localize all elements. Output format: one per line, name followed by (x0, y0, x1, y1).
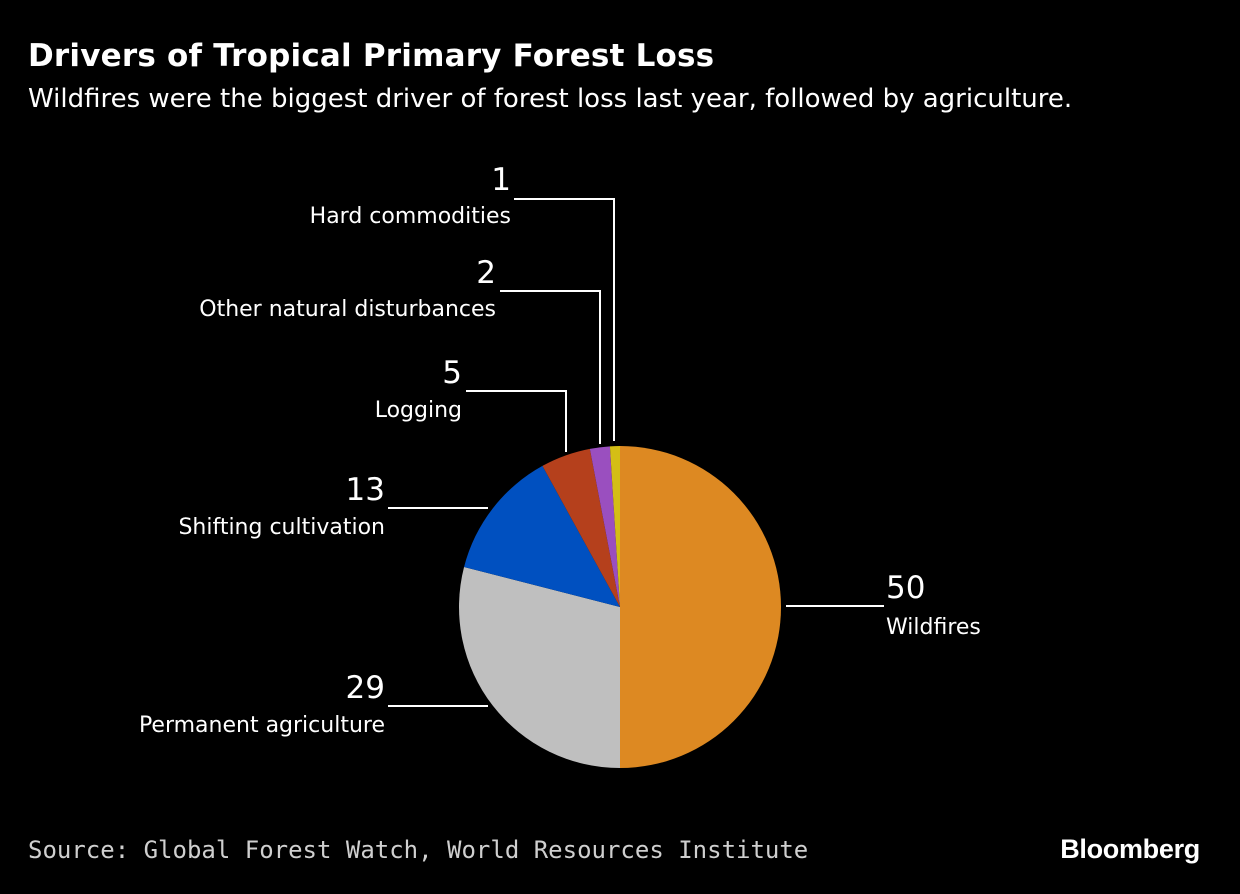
leader-lines (388, 198, 884, 707)
value-label-wildfires: 50 (886, 570, 925, 606)
category-label-shifting-cultivation: Shifting cultivation (178, 515, 385, 540)
value-label-permanent-agriculture: 29 (346, 670, 385, 706)
pie-slice-other-natural-disturbances (589, 446, 620, 607)
leader-line-logging (466, 390, 567, 452)
category-label-hard-commodities: Hard commodities (310, 204, 511, 229)
value-label-logging: 5 (442, 355, 462, 391)
pie-slice-wildfires (620, 446, 781, 768)
value-label-hard-commodities: 1 (491, 162, 511, 198)
chart-title: Drivers of Tropical Primary Forest Loss (28, 38, 715, 74)
category-label-permanent-agriculture: Permanent agriculture (139, 713, 385, 738)
pie-slice-hard-commodities (609, 446, 620, 607)
value-label-other-natural-disturbances: 2 (476, 255, 496, 291)
leader-line-hard-commodities (514, 198, 615, 441)
value-label-shifting-cultivation: 13 (346, 472, 385, 508)
pie-slice-logging (542, 448, 620, 607)
pie-slice-shifting-cultivation (464, 465, 620, 607)
leader-line-other-natural-disturbances (500, 290, 601, 444)
chart-subtitle: Wildfires were the biggest driver of for… (28, 84, 1073, 114)
pie-slices (459, 446, 781, 768)
category-label-logging: Logging (375, 398, 462, 423)
pie-slice-permanent-agriculture (459, 566, 620, 768)
bloomberg-logo: Bloomberg (1060, 834, 1200, 864)
slice-labels: 50 Wildfires 29 Permanent agriculture 13 Shif… (139, 162, 981, 738)
source-note: Source: Global Forest Watch, World Resou… (28, 836, 809, 864)
category-label-other-natural-disturbances: Other natural disturbances (199, 297, 496, 322)
category-label-wildfires: Wildfires (886, 615, 981, 640)
